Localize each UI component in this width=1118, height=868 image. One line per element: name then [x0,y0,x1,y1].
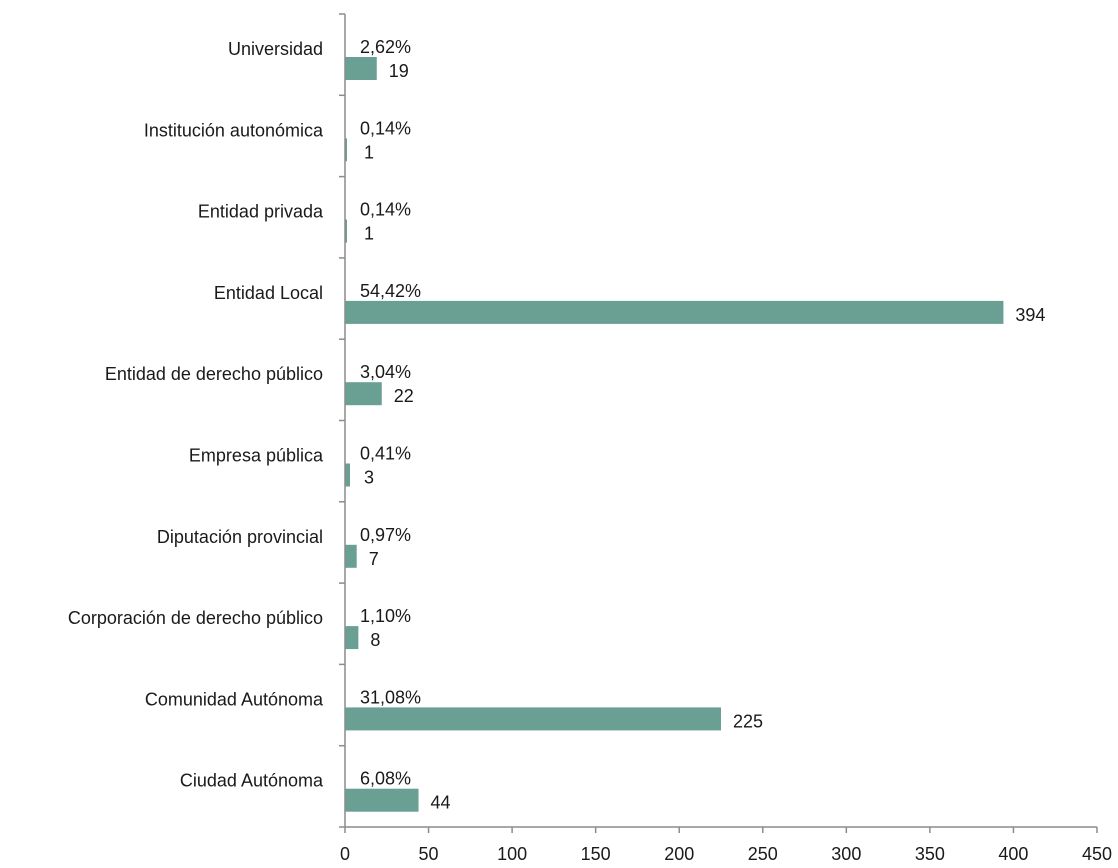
x-tick-label: 150 [581,844,611,864]
value-label: 1 [364,142,374,162]
x-tick-label: 100 [497,844,527,864]
category-label: Comunidad Autónoma [145,689,324,709]
x-tick-label: 50 [419,844,439,864]
axis-layer: 0 50 100 150 200 250 300 350 400 450 [339,13,1112,864]
percent-label: 54,42% [360,281,421,301]
percent-label: 0,97% [360,525,411,545]
labels-layer: Universidad 2,62% 19 Institución autonómica… [68,37,1046,813]
category-label: Empresa pública [189,446,324,466]
bar-institucion-autonomica [345,138,347,162]
bar-universidad [345,57,377,80]
value-label: 19 [389,61,409,81]
category-label: Entidad privada [198,202,324,222]
value-label: 7 [369,549,379,569]
x-tick-label: 350 [915,844,945,864]
bars-layer [345,57,1004,812]
x-tick-label: 450 [1082,844,1112,864]
percent-label: 1,10% [360,606,411,626]
percent-label: 0,41% [360,444,411,464]
value-label: 1 [364,224,374,244]
x-tick-label: 0 [340,844,350,864]
bar-entidad-de-derecho-publico [345,382,382,406]
value-label: 44 [431,793,451,813]
category-label: Entidad de derecho público [105,364,323,384]
x-tick-label: 200 [664,844,694,864]
bar-empresa-publica [345,463,351,487]
percent-label: 3,04% [360,362,411,382]
value-label: 22 [394,386,414,406]
percent-label: 0,14% [360,118,411,138]
percent-label: 6,08% [360,769,411,789]
value-label: 394 [1015,305,1045,325]
bar-entidad-local [345,300,1004,324]
bar-corporacion-de-derecho-publico [345,626,359,650]
bar-ciudad-autonoma [345,788,419,812]
percent-label: 0,14% [360,200,411,220]
x-tick-label: 250 [748,844,778,864]
category-label: Universidad [228,39,323,59]
value-label: 8 [370,630,380,650]
percent-label: 2,62% [360,37,411,57]
percent-label: 31,08% [360,687,421,707]
category-label: Corporación de derecho público [68,608,323,628]
x-tick-label: 300 [831,844,861,864]
value-label: 225 [733,711,763,731]
x-tick-label: 400 [998,844,1028,864]
category-label: Diputación provincial [157,527,323,547]
bar-diputacion-provincial [345,544,357,568]
category-label: Entidad Local [214,283,323,303]
category-label: Institución autonómica [144,120,324,140]
bar-entidad-privada [345,219,347,243]
category-label: Ciudad Autónoma [180,771,324,791]
bar-comunidad-autonoma [345,707,721,731]
value-label: 3 [364,468,374,488]
